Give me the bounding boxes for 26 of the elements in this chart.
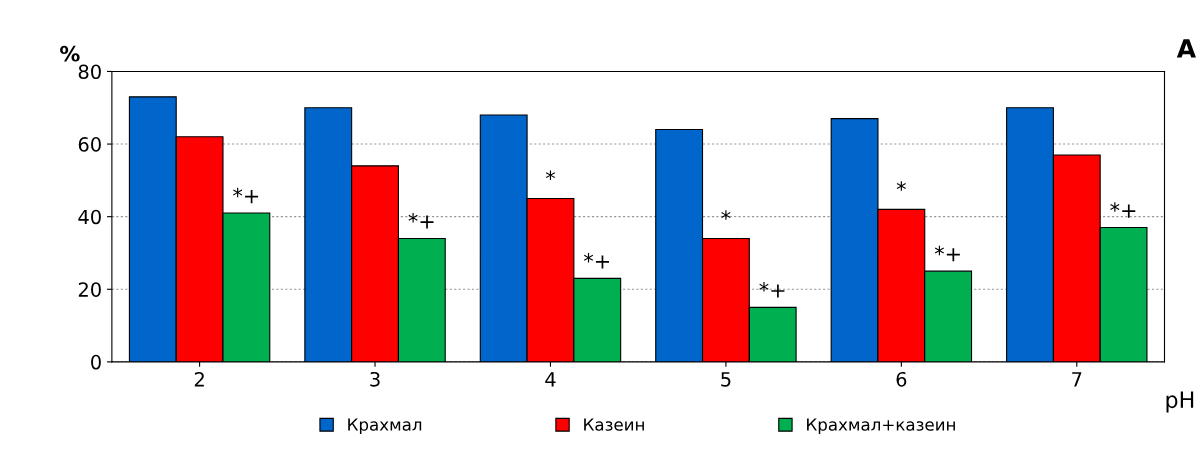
y-tick-label: 20 bbox=[78, 282, 101, 297]
x-tick-label: 3 bbox=[370, 371, 380, 387]
x-tick-label: 4 bbox=[545, 372, 556, 387]
annotation: * bbox=[721, 210, 731, 220]
annotation: *+ bbox=[1110, 202, 1136, 218]
x-axis-title: pH bbox=[1166, 391, 1194, 413]
x-tick-label: 5 bbox=[721, 372, 731, 387]
annotation: * bbox=[896, 181, 906, 191]
y-tick-label: 60 bbox=[78, 137, 101, 152]
text: A bbox=[1176, 39, 1196, 58]
annotation: * bbox=[545, 170, 556, 180]
annotation: *+ bbox=[233, 187, 259, 204]
x-tick-label: 7 bbox=[1072, 372, 1082, 387]
legend-label: Казеин bbox=[584, 418, 644, 431]
annotation: *+ bbox=[583, 253, 609, 269]
annotation: *+ bbox=[759, 282, 785, 298]
x-tick-label: 2 bbox=[194, 371, 204, 387]
y-axis-title: % bbox=[60, 45, 80, 62]
legend-label: Крахмал bbox=[348, 418, 422, 435]
y-tick-label: 80 bbox=[78, 64, 101, 80]
y-tick-label: 40 bbox=[78, 209, 101, 225]
legend-label: Крахмал+казеин bbox=[807, 418, 955, 435]
annotation: *+ bbox=[934, 245, 960, 262]
annotation: *+ bbox=[408, 213, 434, 229]
y-tick-label: 0 bbox=[91, 354, 101, 370]
x-tick-label: 6 bbox=[896, 371, 907, 387]
